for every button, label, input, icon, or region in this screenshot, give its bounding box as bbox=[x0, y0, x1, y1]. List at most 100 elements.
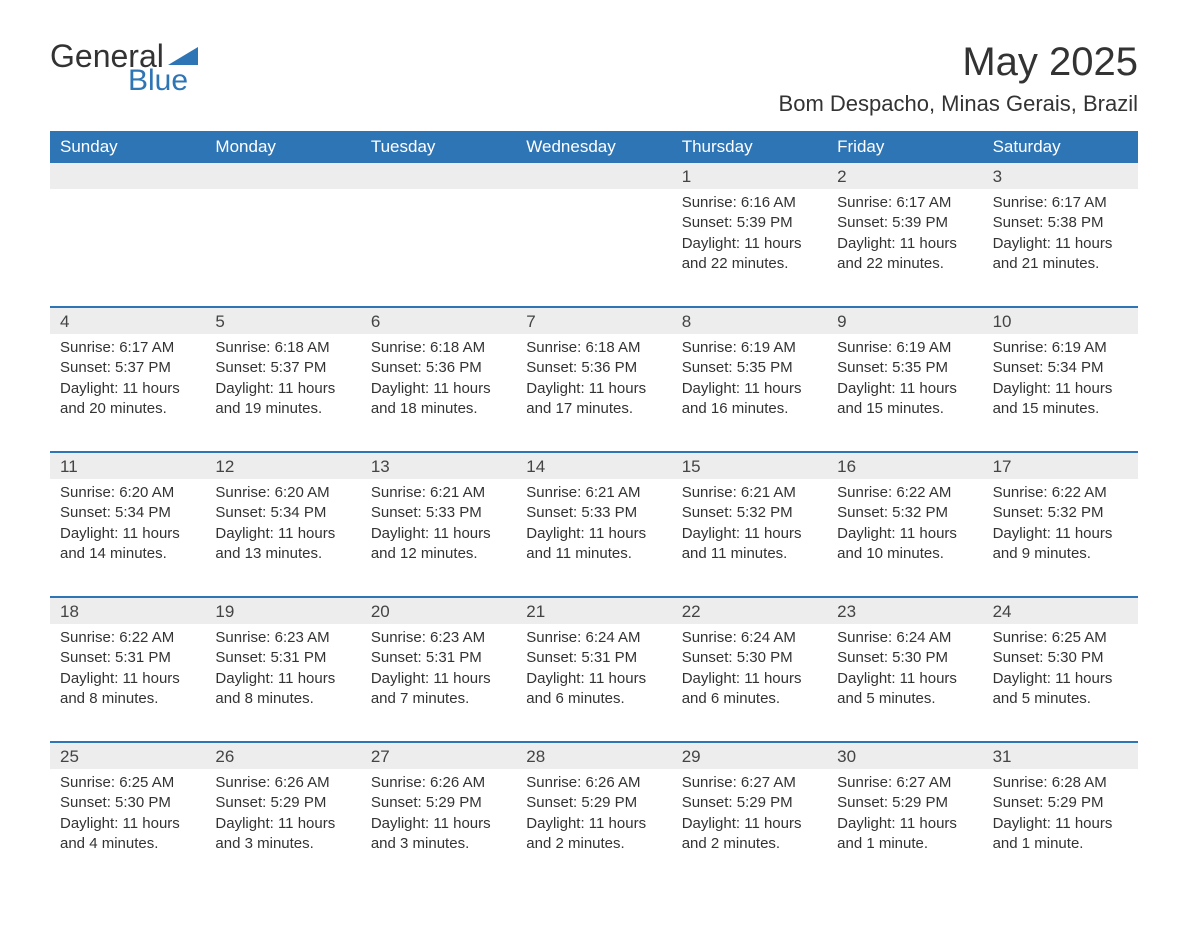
month-title: May 2025 bbox=[779, 40, 1138, 85]
sunset-line: Sunset: 5:34 PM bbox=[215, 503, 350, 523]
sunrise-line: Sunrise: 6:16 AM bbox=[682, 193, 817, 213]
day-number-cell: 27 bbox=[361, 743, 516, 769]
sunrise-line: Sunrise: 6:22 AM bbox=[837, 483, 972, 503]
sunset-line: Sunset: 5:30 PM bbox=[682, 648, 817, 668]
day-number-cell: 20 bbox=[361, 598, 516, 624]
day-number-cell: 4 bbox=[50, 308, 205, 334]
day-content-cell: Sunrise: 6:20 AMSunset: 5:34 PMDaylight:… bbox=[205, 479, 360, 568]
day-content-cell bbox=[516, 189, 671, 278]
daylight-line: Daylight: 11 hours and 14 minutes. bbox=[60, 524, 195, 565]
day-content-cell: Sunrise: 6:24 AMSunset: 5:31 PMDaylight:… bbox=[516, 624, 671, 713]
day-content-cell: Sunrise: 6:25 AMSunset: 5:30 PMDaylight:… bbox=[983, 624, 1138, 713]
sunrise-line: Sunrise: 6:27 AM bbox=[837, 773, 972, 793]
daylight-line: Daylight: 11 hours and 19 minutes. bbox=[215, 379, 350, 420]
sunrise-line: Sunrise: 6:23 AM bbox=[371, 628, 506, 648]
sunrise-line: Sunrise: 6:21 AM bbox=[371, 483, 506, 503]
calendar: SundayMondayTuesdayWednesdayThursdayFrid… bbox=[50, 131, 1138, 886]
daylight-line: Daylight: 11 hours and 1 minute. bbox=[993, 814, 1128, 855]
sunrise-line: Sunrise: 6:28 AM bbox=[993, 773, 1128, 793]
day-number-row: 45678910 bbox=[50, 308, 1138, 334]
day-number-cell: 1 bbox=[672, 163, 827, 189]
calendar-header-cell: Saturday bbox=[983, 131, 1138, 163]
daylight-line: Daylight: 11 hours and 4 minutes. bbox=[60, 814, 195, 855]
day-number-cell: 14 bbox=[516, 453, 671, 479]
day-content-cell: Sunrise: 6:23 AMSunset: 5:31 PMDaylight:… bbox=[361, 624, 516, 713]
day-content-cell: Sunrise: 6:20 AMSunset: 5:34 PMDaylight:… bbox=[50, 479, 205, 568]
daylight-line: Daylight: 11 hours and 5 minutes. bbox=[837, 669, 972, 710]
daylight-line: Daylight: 11 hours and 8 minutes. bbox=[215, 669, 350, 710]
sunrise-line: Sunrise: 6:17 AM bbox=[993, 193, 1128, 213]
day-content-cell: Sunrise: 6:21 AMSunset: 5:32 PMDaylight:… bbox=[672, 479, 827, 568]
calendar-week: 11121314151617Sunrise: 6:20 AMSunset: 5:… bbox=[50, 451, 1138, 596]
daylight-line: Daylight: 11 hours and 9 minutes. bbox=[993, 524, 1128, 565]
sunrise-line: Sunrise: 6:17 AM bbox=[837, 193, 972, 213]
sunrise-line: Sunrise: 6:20 AM bbox=[215, 483, 350, 503]
daylight-line: Daylight: 11 hours and 2 minutes. bbox=[682, 814, 817, 855]
day-number-cell: 26 bbox=[205, 743, 360, 769]
daylight-line: Daylight: 11 hours and 7 minutes. bbox=[371, 669, 506, 710]
day-number-cell bbox=[361, 163, 516, 189]
sunset-line: Sunset: 5:32 PM bbox=[993, 503, 1128, 523]
sunset-line: Sunset: 5:36 PM bbox=[526, 358, 661, 378]
daylight-line: Daylight: 11 hours and 12 minutes. bbox=[371, 524, 506, 565]
day-number-cell: 10 bbox=[983, 308, 1138, 334]
day-content-row: Sunrise: 6:17 AMSunset: 5:37 PMDaylight:… bbox=[50, 334, 1138, 451]
sunrise-line: Sunrise: 6:22 AM bbox=[993, 483, 1128, 503]
title-block: May 2025 Bom Despacho, Minas Gerais, Bra… bbox=[779, 40, 1138, 117]
sunset-line: Sunset: 5:30 PM bbox=[60, 793, 195, 813]
calendar-week: 45678910Sunrise: 6:17 AMSunset: 5:37 PMD… bbox=[50, 306, 1138, 451]
day-number-cell: 15 bbox=[672, 453, 827, 479]
day-content-row: Sunrise: 6:25 AMSunset: 5:30 PMDaylight:… bbox=[50, 769, 1138, 886]
daylight-line: Daylight: 11 hours and 17 minutes. bbox=[526, 379, 661, 420]
day-number-cell bbox=[516, 163, 671, 189]
day-number-cell: 5 bbox=[205, 308, 360, 334]
sunset-line: Sunset: 5:30 PM bbox=[993, 648, 1128, 668]
day-content-cell: Sunrise: 6:16 AMSunset: 5:39 PMDaylight:… bbox=[672, 189, 827, 278]
day-content-cell: Sunrise: 6:18 AMSunset: 5:37 PMDaylight:… bbox=[205, 334, 360, 423]
daylight-line: Daylight: 11 hours and 22 minutes. bbox=[682, 234, 817, 275]
day-content-cell: Sunrise: 6:25 AMSunset: 5:30 PMDaylight:… bbox=[50, 769, 205, 858]
sunrise-line: Sunrise: 6:27 AM bbox=[682, 773, 817, 793]
day-number-cell: 3 bbox=[983, 163, 1138, 189]
day-number-row: 11121314151617 bbox=[50, 453, 1138, 479]
day-number-cell: 25 bbox=[50, 743, 205, 769]
sunset-line: Sunset: 5:32 PM bbox=[837, 503, 972, 523]
daylight-line: Daylight: 11 hours and 5 minutes. bbox=[993, 669, 1128, 710]
day-content-row: Sunrise: 6:22 AMSunset: 5:31 PMDaylight:… bbox=[50, 624, 1138, 741]
day-content-cell: Sunrise: 6:21 AMSunset: 5:33 PMDaylight:… bbox=[516, 479, 671, 568]
sunrise-line: Sunrise: 6:24 AM bbox=[682, 628, 817, 648]
calendar-header-cell: Wednesday bbox=[516, 131, 671, 163]
daylight-line: Daylight: 11 hours and 22 minutes. bbox=[837, 234, 972, 275]
daylight-line: Daylight: 11 hours and 11 minutes. bbox=[526, 524, 661, 565]
sunrise-line: Sunrise: 6:17 AM bbox=[60, 338, 195, 358]
day-content-cell: Sunrise: 6:18 AMSunset: 5:36 PMDaylight:… bbox=[361, 334, 516, 423]
sunset-line: Sunset: 5:35 PM bbox=[682, 358, 817, 378]
sunrise-line: Sunrise: 6:24 AM bbox=[526, 628, 661, 648]
calendar-header-cell: Sunday bbox=[50, 131, 205, 163]
daylight-line: Daylight: 11 hours and 1 minute. bbox=[837, 814, 972, 855]
sunset-line: Sunset: 5:33 PM bbox=[526, 503, 661, 523]
sunset-line: Sunset: 5:39 PM bbox=[837, 213, 972, 233]
day-content-cell: Sunrise: 6:26 AMSunset: 5:29 PMDaylight:… bbox=[516, 769, 671, 858]
calendar-header-cell: Monday bbox=[205, 131, 360, 163]
sunrise-line: Sunrise: 6:18 AM bbox=[526, 338, 661, 358]
location-subtitle: Bom Despacho, Minas Gerais, Brazil bbox=[779, 91, 1138, 117]
daylight-line: Daylight: 11 hours and 6 minutes. bbox=[682, 669, 817, 710]
day-content-row: Sunrise: 6:16 AMSunset: 5:39 PMDaylight:… bbox=[50, 189, 1138, 306]
day-number-cell: 19 bbox=[205, 598, 360, 624]
daylight-line: Daylight: 11 hours and 6 minutes. bbox=[526, 669, 661, 710]
sunset-line: Sunset: 5:29 PM bbox=[682, 793, 817, 813]
day-content-cell bbox=[205, 189, 360, 278]
day-content-cell: Sunrise: 6:27 AMSunset: 5:29 PMDaylight:… bbox=[827, 769, 982, 858]
sunset-line: Sunset: 5:31 PM bbox=[526, 648, 661, 668]
sunrise-line: Sunrise: 6:19 AM bbox=[837, 338, 972, 358]
daylight-line: Daylight: 11 hours and 3 minutes. bbox=[371, 814, 506, 855]
day-content-cell: Sunrise: 6:19 AMSunset: 5:35 PMDaylight:… bbox=[672, 334, 827, 423]
sunrise-line: Sunrise: 6:19 AM bbox=[682, 338, 817, 358]
sunrise-line: Sunrise: 6:26 AM bbox=[526, 773, 661, 793]
daylight-line: Daylight: 11 hours and 15 minutes. bbox=[837, 379, 972, 420]
sunrise-line: Sunrise: 6:21 AM bbox=[526, 483, 661, 503]
calendar-header-cell: Friday bbox=[827, 131, 982, 163]
daylight-line: Daylight: 11 hours and 15 minutes. bbox=[993, 379, 1128, 420]
day-number-cell: 17 bbox=[983, 453, 1138, 479]
